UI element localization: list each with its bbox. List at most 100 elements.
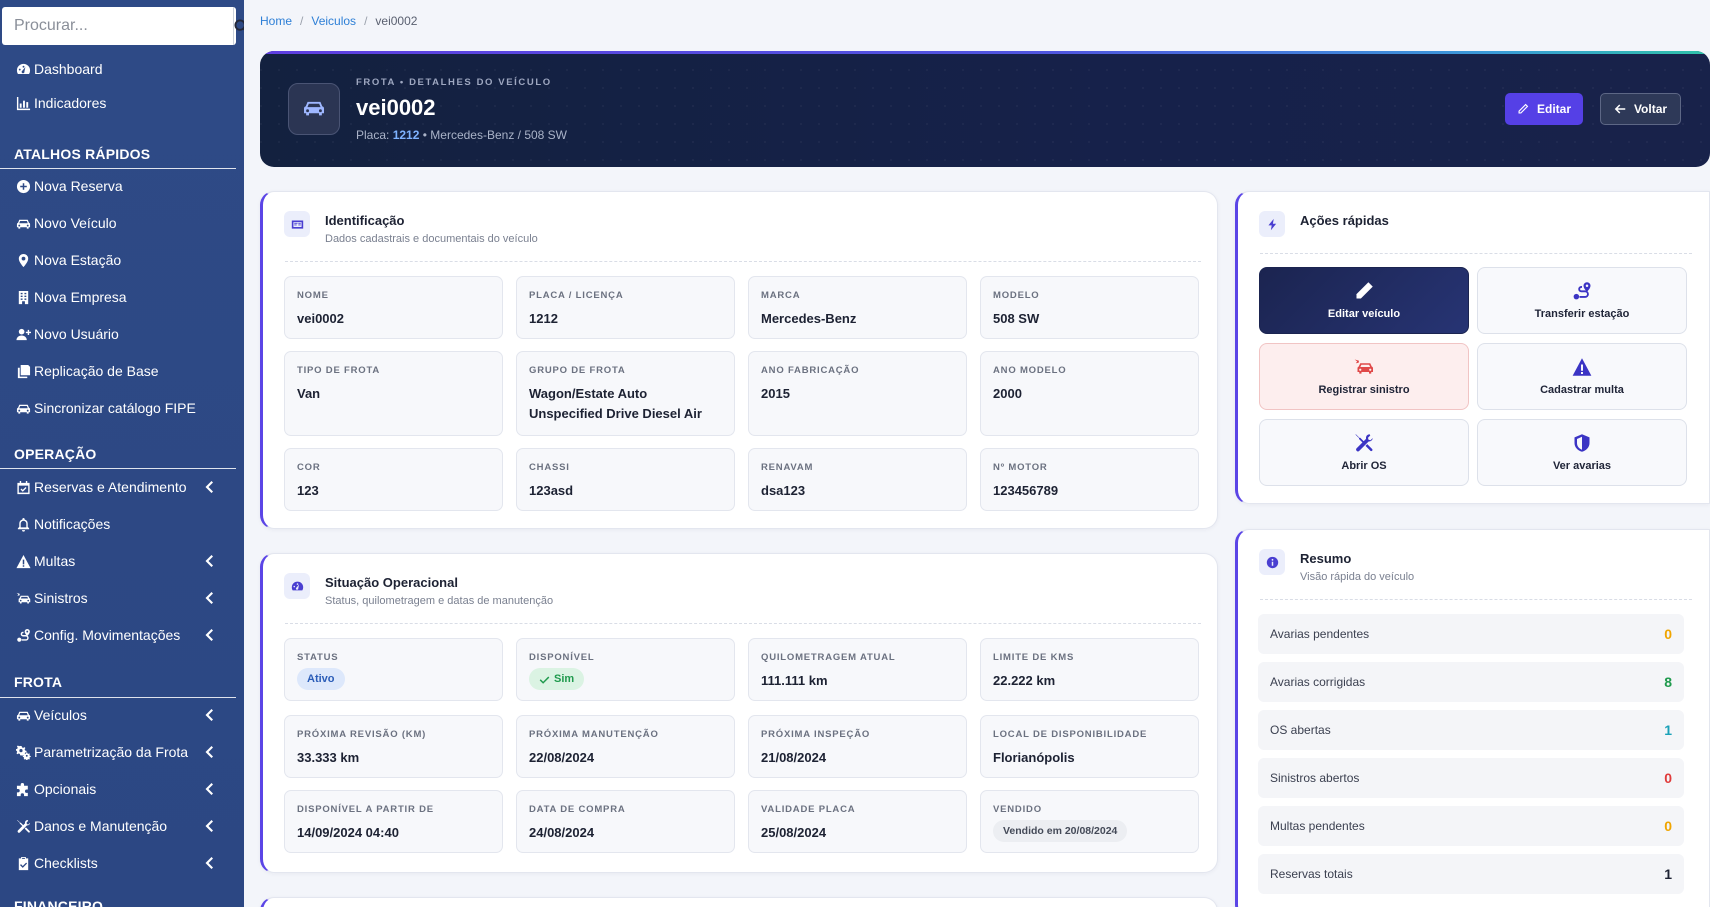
breadcrumb-separator: / bbox=[300, 14, 304, 28]
field-limite-kms: LIMITE DE KMS 22.222 km bbox=[980, 638, 1199, 701]
field-label: Nº MOTOR bbox=[993, 462, 1048, 473]
warning-triangle-icon bbox=[1572, 358, 1592, 376]
field-value: 22/08/2024 bbox=[529, 750, 595, 765]
sidebar-item-parametrizacao-frota[interactable]: Parametrização da Frota bbox=[14, 740, 236, 764]
available-badge: Sim bbox=[529, 668, 585, 690]
chevron-left-icon bbox=[204, 708, 214, 722]
field-ano-fabricacao: ANO FABRICAÇÃO 2015 bbox=[748, 351, 967, 436]
field-label: NOME bbox=[297, 290, 329, 301]
register-multa-button[interactable]: Cadastrar multa bbox=[1477, 343, 1687, 410]
bolt-icon bbox=[1259, 211, 1285, 237]
sidebar-item-novo-veiculo[interactable]: Novo Veículo bbox=[14, 211, 117, 235]
summary-value: 0 bbox=[1664, 818, 1672, 834]
field-proxima-inspecao: PRÓXIMA INSPEÇÃO 21/08/2024 bbox=[748, 715, 967, 778]
card-title: Situação Operacional bbox=[325, 575, 458, 590]
field-value: 21/08/2024 bbox=[761, 750, 827, 765]
breadcrumb: Home / Veiculos / vei0002 bbox=[260, 14, 417, 28]
car-icon bbox=[14, 400, 32, 416]
summary-row-avarias-corrigidas: Avarias corrigidas 8 bbox=[1258, 662, 1684, 702]
car-icon bbox=[14, 707, 32, 723]
section-title-frota: FROTA bbox=[14, 674, 63, 690]
page-title: vei0002 bbox=[356, 95, 436, 120]
field-value: 123 bbox=[297, 483, 319, 498]
field-proxima-manutencao: PRÓXIMA MANUTENÇÃO 22/08/2024 bbox=[516, 715, 735, 778]
sidebar-item-notificacoes[interactable]: Notificações bbox=[14, 512, 110, 536]
sidebar-item-veiculos[interactable]: Veículos bbox=[14, 703, 236, 727]
tools-icon bbox=[1355, 434, 1373, 452]
sidebar-item-multas[interactable]: Multas bbox=[14, 549, 236, 573]
sidebar-item-indicadores[interactable]: Indicadores bbox=[14, 91, 106, 115]
register-sinistro-button[interactable]: Registrar sinistro bbox=[1259, 343, 1469, 410]
summary-row-avarias-pendentes: Avarias pendentes 0 bbox=[1258, 614, 1684, 654]
acoes-rapidas-card: Ações rápidas Editar veículo Transferir … bbox=[1235, 191, 1710, 504]
card-subtitle: Dados cadastrais e documentais do veícul… bbox=[325, 233, 538, 245]
field-value: 2015 bbox=[761, 386, 790, 401]
field-data-compra: DATA DE COMPRA 24/08/2024 bbox=[516, 790, 735, 853]
breadcrumb-separator: / bbox=[364, 14, 368, 28]
section-divider bbox=[0, 697, 236, 698]
open-os-button[interactable]: Abrir OS bbox=[1259, 419, 1469, 486]
sidebar-item-label: Reservas e Atendimento bbox=[34, 479, 187, 495]
puzzle-icon bbox=[14, 781, 32, 797]
available-badge-label: Sim bbox=[554, 673, 575, 685]
sidebar-item-nova-estacao[interactable]: Nova Estação bbox=[14, 248, 121, 272]
field-label: GRUPO DE FROTA bbox=[529, 365, 626, 376]
sidebar-item-danos-manutencao[interactable]: Danos e Manutenção bbox=[14, 814, 236, 838]
back-button[interactable]: Voltar bbox=[1600, 93, 1681, 125]
car-icon bbox=[288, 83, 340, 135]
sidebar-item-nova-empresa[interactable]: Nova Empresa bbox=[14, 285, 127, 309]
field-value: 2000 bbox=[993, 386, 1022, 401]
field-value: 25/08/2024 bbox=[761, 825, 827, 840]
section-title-atalhos: ATALHOS RÁPIDOS bbox=[14, 146, 151, 162]
chevron-left-icon bbox=[204, 628, 214, 642]
back-button-label: Voltar bbox=[1633, 102, 1668, 116]
sidebar-item-replicacao-base[interactable]: Replicação de Base bbox=[14, 359, 159, 383]
edit-vehicle-button[interactable]: Editar veículo bbox=[1259, 267, 1469, 334]
breadcrumb-veiculos[interactable]: Veiculos bbox=[311, 14, 357, 28]
sidebar-item-novo-usuario[interactable]: Novo Usuário bbox=[14, 322, 119, 346]
search-box bbox=[2, 7, 244, 45]
sidebar-item-dashboard[interactable]: Dashboard bbox=[14, 57, 103, 81]
summary-label: Avarias pendentes bbox=[1270, 627, 1370, 641]
search-button[interactable] bbox=[233, 7, 244, 45]
section-title-financeiro: FINANCEIRO bbox=[14, 898, 104, 907]
field-value: Van bbox=[297, 386, 321, 401]
check-icon bbox=[539, 676, 550, 684]
sidebar-item-reservas-atendimento[interactable]: Reservas e Atendimento bbox=[14, 475, 236, 499]
transfer-station-button[interactable]: Transferir estação bbox=[1477, 267, 1687, 334]
sidebar-item-sincronizar-fipe[interactable]: Sincronizar catálogo FIPE bbox=[14, 396, 196, 420]
card-divider bbox=[1260, 599, 1692, 600]
car-crash-icon bbox=[1354, 359, 1374, 374]
sidebar-item-opcionais[interactable]: Opcionais bbox=[14, 777, 236, 801]
field-value: Wagon/Estate Auto Unspecified Drive Dies… bbox=[529, 386, 702, 421]
chevron-left-icon bbox=[204, 782, 214, 796]
summary-row-sinistros-abertos: Sinistros abertos 0 bbox=[1258, 758, 1684, 798]
sidebar-item-config-movimentacoes[interactable]: Config. Movimentações bbox=[14, 623, 236, 647]
field-label: LIMITE DE KMS bbox=[993, 652, 1075, 663]
field-value: 24/08/2024 bbox=[529, 825, 595, 840]
card-title: Resumo bbox=[1300, 551, 1352, 566]
chevron-left-icon bbox=[204, 480, 214, 494]
sidebar-item-label: Novo Usuário bbox=[34, 326, 119, 342]
field-value: 1212 bbox=[529, 311, 558, 326]
vehicle-header: FROTA • DETALHES DO VEÍCULO vei0002 Plac… bbox=[260, 51, 1710, 167]
sidebar-item-nova-reserva[interactable]: Nova Reserva bbox=[14, 174, 123, 198]
summary-label: Multas pendentes bbox=[1270, 819, 1365, 833]
field-value: 14/09/2024 04:40 bbox=[297, 825, 399, 840]
sidebar: Dashboard Indicadores ATALHOS RÁPIDOS No… bbox=[0, 0, 244, 907]
field-label: COR bbox=[297, 462, 321, 473]
sidebar-item-checklists[interactable]: Checklists bbox=[14, 851, 236, 875]
section-divider bbox=[0, 468, 236, 469]
search-input[interactable] bbox=[2, 7, 233, 45]
breadcrumb-home[interactable]: Home bbox=[260, 14, 293, 28]
status-badge: Ativo bbox=[297, 668, 345, 690]
summary-label: OS abertas bbox=[1270, 723, 1331, 737]
summary-row-os-abertas: OS abertas 1 bbox=[1258, 710, 1684, 750]
view-avarias-button[interactable]: Ver avarias bbox=[1477, 419, 1687, 486]
sidebar-item-label: Nova Empresa bbox=[34, 289, 127, 305]
chart-bar-icon bbox=[14, 95, 32, 111]
action-label: Ver avarias bbox=[1552, 460, 1612, 472]
field-label: LOCAL DE DISPONIBILIDADE bbox=[993, 729, 1148, 740]
sidebar-item-sinistros[interactable]: Sinistros bbox=[14, 586, 236, 610]
edit-button[interactable]: Editar bbox=[1505, 93, 1583, 125]
